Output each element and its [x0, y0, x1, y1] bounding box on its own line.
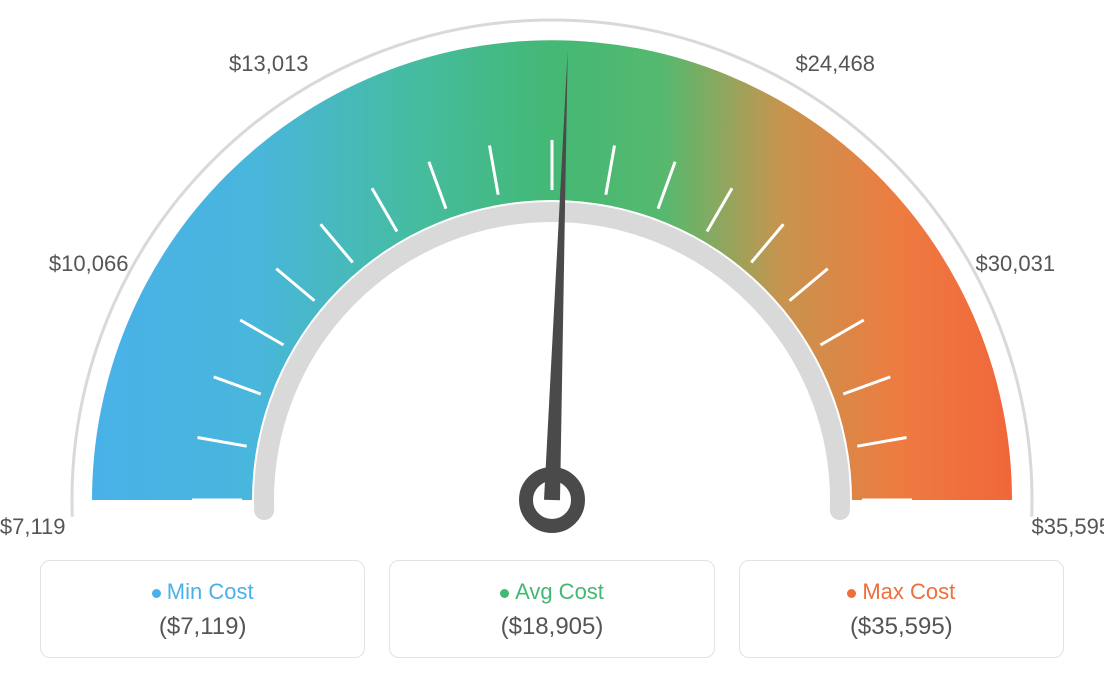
legend-value-max: ($35,595): [750, 613, 1053, 641]
legend-value-min: ($7,119): [51, 613, 354, 641]
gauge-tick-label: $24,468: [795, 51, 875, 77]
legend-dot-avg: [500, 589, 509, 598]
legend-label-text-min: Min Cost: [167, 579, 254, 604]
gauge-tick-label: $30,031: [976, 251, 1056, 277]
legend-card-max: Max Cost ($35,595): [739, 560, 1064, 658]
legend-row: Min Cost ($7,119) Avg Cost ($18,905) Max…: [0, 560, 1104, 658]
legend-label-text-max: Max Cost: [862, 579, 955, 604]
legend-label-text-avg: Avg Cost: [515, 579, 604, 604]
gauge-tick-label: $13,013: [229, 51, 309, 77]
gauge-tick-label: $35,595: [1032, 514, 1104, 540]
legend-card-min: Min Cost ($7,119): [40, 560, 365, 658]
legend-dot-max: [847, 589, 856, 598]
legend-value-avg: ($18,905): [400, 613, 703, 641]
legend-label-max: Max Cost: [750, 579, 1053, 605]
gauge-tick-label: $7,119: [0, 514, 66, 540]
legend-card-avg: Avg Cost ($18,905): [389, 560, 714, 658]
gauge-tick-label: $10,066: [49, 251, 129, 277]
gauge-svg: [0, 0, 1104, 560]
legend-label-min: Min Cost: [51, 579, 354, 605]
gauge-chart: $7,119$10,066$13,013$18,905$24,468$30,03…: [0, 0, 1104, 560]
legend-label-avg: Avg Cost: [400, 579, 703, 605]
legend-dot-min: [152, 589, 161, 598]
